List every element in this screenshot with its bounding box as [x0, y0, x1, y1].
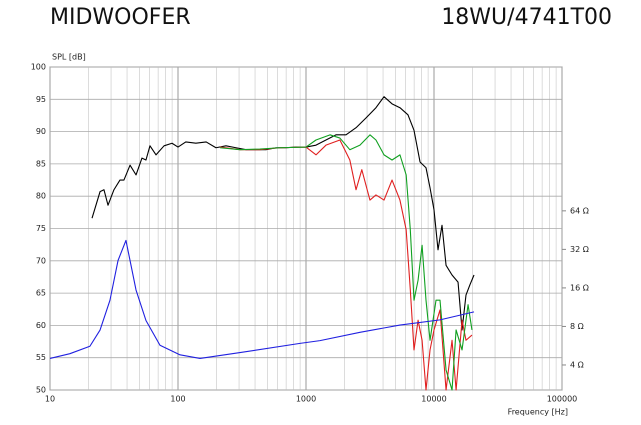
y2-tick-label: 64 Ω: [570, 206, 589, 215]
y-tick-label: 85: [36, 159, 46, 168]
y-tick-label: 65: [36, 289, 46, 298]
x-axis-label: Frequency [Hz]: [508, 408, 568, 417]
y-tick-label: 75: [36, 224, 46, 233]
y2-tick-label: 4 Ω: [570, 360, 584, 369]
y-tick-label: 80: [36, 192, 46, 201]
y-tick-label: 50: [36, 386, 46, 395]
x-tick-label: 1000: [296, 395, 316, 404]
y-axis-label: SPL [dB]: [52, 53, 86, 62]
x-tick-label: 10000: [421, 395, 446, 404]
chart-title: MIDWOOFER: [50, 5, 191, 30]
y2-tick-label: 8 Ω: [570, 322, 584, 331]
x-tick-label: 10: [45, 395, 55, 404]
y-tick-label: 55: [36, 353, 46, 362]
x-tick-label: 100: [170, 395, 185, 404]
series-line: [49, 239, 475, 359]
series-line: [219, 139, 473, 391]
x-tick-label: 100000: [547, 395, 578, 404]
y-tick-label: 70: [36, 256, 46, 265]
chart-subtitle: 18WU/4741T00: [441, 5, 612, 30]
y-tick-label: 95: [36, 95, 46, 104]
series-line: [219, 134, 473, 391]
y-tick-label: 100: [31, 63, 46, 72]
y2-tick-label: 16 Ω: [570, 283, 589, 292]
y2-tick-label: 32 Ω: [570, 245, 589, 254]
y-tick-label: 90: [36, 127, 46, 136]
y-tick-label: 60: [36, 321, 46, 330]
